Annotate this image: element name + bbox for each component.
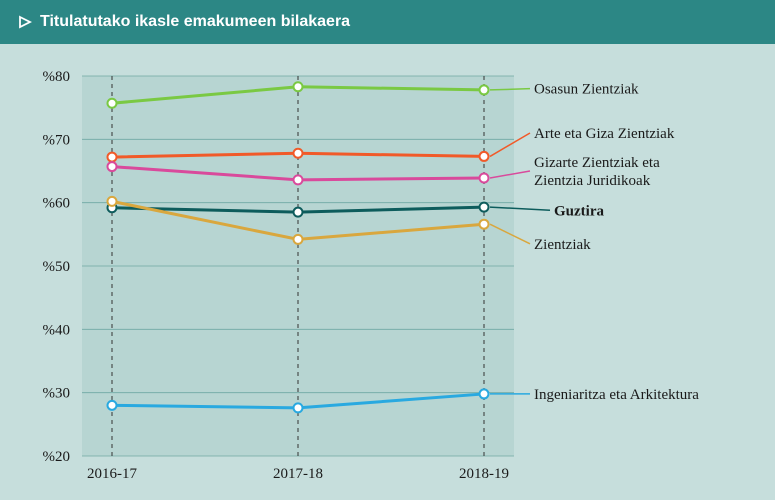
series-marker-zientziak bbox=[294, 235, 303, 244]
series-marker-gizarte bbox=[108, 162, 117, 171]
series-marker-guztira bbox=[294, 208, 303, 217]
x-tick-label: 2016-17 bbox=[87, 466, 137, 482]
series-marker-zientziak bbox=[108, 197, 117, 206]
chart-svg: %20 %30 %40 %50 %60 %70 %80 2016-17 2017-18 2018-… bbox=[0, 44, 775, 500]
y-tick-label: %60 bbox=[43, 196, 71, 212]
series-marker-arte bbox=[480, 152, 489, 161]
series-marker-ingeniaritza bbox=[480, 389, 489, 398]
series-label-gizarte: Gizarte Zientziak etaZientzia Juridikoak bbox=[534, 155, 660, 189]
series-marker-guztira bbox=[480, 203, 489, 212]
series-marker-ingeniaritza bbox=[294, 403, 303, 412]
series-marker-ingeniaritza bbox=[108, 401, 117, 410]
series-label-ingeniaritza: Ingeniaritza eta Arkitektura bbox=[534, 387, 699, 403]
chart-header: Titulatutako ikasle emakumeen bilakaera bbox=[0, 0, 775, 44]
series-marker-osasun bbox=[108, 99, 117, 108]
series-marker-gizarte bbox=[294, 175, 303, 184]
y-tick-label: %30 bbox=[43, 386, 71, 402]
y-tick-label: %20 bbox=[43, 449, 71, 465]
y-tick-label: %50 bbox=[43, 259, 71, 275]
series-label-arte: Arte eta Giza Zientziak bbox=[534, 126, 675, 142]
chart-container: Titulatutako ikasle emakumeen bilakaera … bbox=[0, 0, 775, 500]
chart-body: %20 %30 %40 %50 %60 %70 %80 2016-17 2017-18 2018-… bbox=[0, 44, 775, 500]
series-label-zientziak: Zientziak bbox=[534, 237, 591, 253]
x-tick-label: 2017-18 bbox=[273, 466, 323, 482]
series-label-guztira: Guztira bbox=[554, 203, 604, 219]
series-marker-osasun bbox=[480, 85, 489, 94]
series-marker-osasun bbox=[294, 82, 303, 91]
y-tick-label: %80 bbox=[43, 69, 71, 85]
triangle-icon bbox=[18, 15, 32, 29]
series-marker-zientziak bbox=[480, 220, 489, 229]
series-label-osasun: Osasun Zientziak bbox=[534, 82, 639, 98]
series-marker-arte bbox=[108, 153, 117, 162]
series-marker-arte bbox=[294, 149, 303, 158]
y-tick-label: %70 bbox=[43, 132, 71, 148]
chart-title: Titulatutako ikasle emakumeen bilakaera bbox=[40, 13, 350, 31]
y-tick-label: %40 bbox=[43, 322, 71, 338]
series-marker-gizarte bbox=[480, 173, 489, 182]
x-tick-label: 2018-19 bbox=[459, 466, 509, 482]
